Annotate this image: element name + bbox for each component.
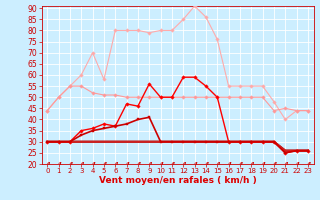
X-axis label: Vent moyen/en rafales ( km/h ): Vent moyen/en rafales ( km/h ) (99, 176, 256, 185)
